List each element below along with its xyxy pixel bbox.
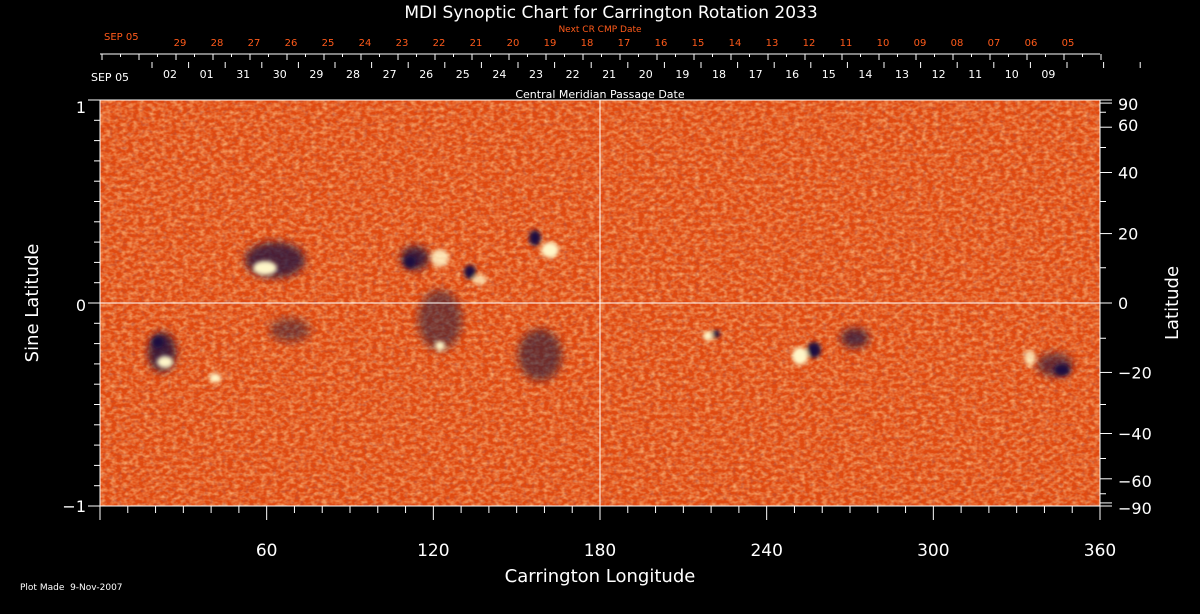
next-cr-date-labels: 29 28 27 26 25 24 23 22 21 20 19 18 17 16 15 14 13 12 11 10… xyxy=(174,38,1075,49)
next-cr-date: 18 xyxy=(581,38,594,49)
latitude-tick-label: −90 xyxy=(1118,499,1152,518)
cmp-date: 15 xyxy=(822,68,836,81)
cmp-date: 20 xyxy=(639,68,653,81)
next-cr-axis-ticks xyxy=(101,54,1102,60)
latitude-tick-labels: 90 60 40 20 0 −20 −40 −60 −90 xyxy=(1118,95,1152,518)
active-regions xyxy=(148,230,1073,383)
next-cr-date: 07 xyxy=(988,38,1001,49)
cmp-date-labels: 02 01 31 30 29 28 27 26 25 24 23 22 21 20 19 18 17 16 15 14… xyxy=(163,68,1055,81)
cmp-date: 27 xyxy=(383,68,397,81)
cmp-date: 02 xyxy=(163,68,177,81)
latitude-tick-label: 40 xyxy=(1118,164,1138,183)
cmp-axis-label: Central Meridian Passage Date xyxy=(515,88,684,101)
longitude-axis-ticks xyxy=(99,506,1101,520)
next-cr-axis-label: Next CR CMP Date xyxy=(558,25,642,35)
longitude-tick-label: 300 xyxy=(917,541,949,561)
latitude-tick-label: 90 xyxy=(1118,95,1138,114)
magnetogram-map xyxy=(100,100,1100,506)
sine-lat-tick-zero: 0 xyxy=(76,296,86,315)
cmp-date: 17 xyxy=(749,68,763,81)
cmp-date: 25 xyxy=(456,68,470,81)
next-cr-date: 06 xyxy=(1025,38,1038,49)
cmp-date: 21 xyxy=(602,68,616,81)
cmp-date: 16 xyxy=(785,68,799,81)
next-cr-date: 05 xyxy=(1062,38,1075,49)
next-cr-date: 21 xyxy=(470,38,483,49)
cmp-date: 22 xyxy=(566,68,580,81)
latitude-axis-ticks xyxy=(1100,99,1112,507)
sine-latitude-axis-ticks xyxy=(88,99,100,507)
next-cr-date: 14 xyxy=(729,38,742,49)
cmp-month: SEP 05 xyxy=(91,71,129,84)
latitude-tick-label: −60 xyxy=(1118,472,1152,491)
chart-title: MDI Synoptic Chart for Carrington Rotati… xyxy=(404,3,817,23)
latitude-tick-label: 20 xyxy=(1118,225,1138,244)
next-cr-date: 20 xyxy=(507,38,520,49)
next-cr-date: 13 xyxy=(766,38,779,49)
next-cr-date: 17 xyxy=(618,38,631,49)
cmp-date: 09 xyxy=(1041,68,1055,81)
cmp-date: 28 xyxy=(346,68,360,81)
longitude-axis-label: Carrington Longitude xyxy=(505,566,696,587)
next-cr-date: 11 xyxy=(840,38,853,49)
cmp-date: 14 xyxy=(858,68,872,81)
next-cr-date: 28 xyxy=(211,38,224,49)
sine-lat-tick-bottom: −1 xyxy=(62,497,86,516)
cmp-date: 29 xyxy=(309,68,323,81)
cmp-date: 24 xyxy=(492,68,506,81)
cmp-date: 01 xyxy=(200,68,214,81)
next-cr-date: 25 xyxy=(322,38,335,49)
latitude-axis-label: Latitude xyxy=(1162,266,1183,340)
next-cr-date: 15 xyxy=(692,38,705,49)
next-cr-date: 09 xyxy=(914,38,927,49)
latitude-tick-label: −40 xyxy=(1118,424,1152,443)
next-cr-date: 26 xyxy=(285,38,298,49)
cmp-date: 11 xyxy=(968,68,982,81)
next-cr-date: 29 xyxy=(174,38,187,49)
sine-latitude-axis-label: Sine Latitude xyxy=(22,244,43,363)
cmp-date: 10 xyxy=(1005,68,1019,81)
cmp-date: 13 xyxy=(895,68,909,81)
next-cr-date: 10 xyxy=(877,38,890,49)
next-cr-date: 08 xyxy=(951,38,964,49)
latitude-tick-label: 0 xyxy=(1118,294,1128,313)
plot-made-footer: Plot Made 9-Nov-2007 xyxy=(20,583,123,593)
longitude-tick-label: 360 xyxy=(1084,541,1116,561)
longitude-tick-label: 180 xyxy=(584,541,616,561)
longitude-tick-label: 240 xyxy=(750,541,782,561)
longitude-tick-label: 60 xyxy=(256,541,278,561)
next-cr-date: 22 xyxy=(433,38,446,49)
longitude-tick-labels: 60 120 180 240 300 360 xyxy=(256,541,1116,561)
cmp-date: 31 xyxy=(236,68,250,81)
next-cr-date: 19 xyxy=(544,38,557,49)
next-cr-date: 23 xyxy=(396,38,409,49)
longitude-tick-label: 120 xyxy=(417,541,449,561)
next-cr-date: 24 xyxy=(359,38,372,49)
cmp-date: 19 xyxy=(675,68,689,81)
latitude-tick-label: −20 xyxy=(1118,363,1152,382)
next-cr-date: 16 xyxy=(655,38,668,49)
latitude-tick-label: 60 xyxy=(1118,116,1138,135)
next-cr-date: 12 xyxy=(803,38,816,49)
cmp-date: 30 xyxy=(273,68,287,81)
sine-lat-tick-top: 1 xyxy=(76,98,86,117)
next-cr-month: SEP 05 xyxy=(104,32,139,43)
cmp-date: 23 xyxy=(529,68,543,81)
next-cr-date: 27 xyxy=(248,38,261,49)
cmp-date: 18 xyxy=(712,68,726,81)
cmp-date: 12 xyxy=(932,68,946,81)
cmp-axis-ticks xyxy=(151,62,1141,68)
cmp-date: 26 xyxy=(419,68,433,81)
